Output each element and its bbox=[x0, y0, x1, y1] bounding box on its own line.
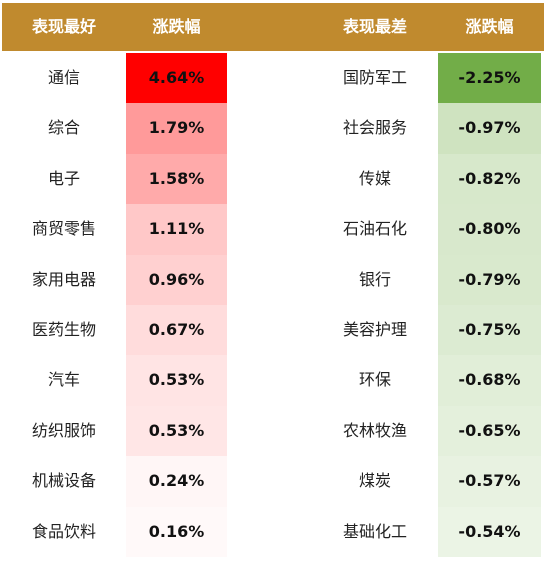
worst-industry-change: -0.54% bbox=[438, 506, 541, 557]
best-industry-change: 0.16% bbox=[126, 506, 227, 557]
best-industry-change: 4.64% bbox=[126, 53, 227, 104]
best-industry-change: 1.79% bbox=[126, 103, 227, 154]
worst-industry-change: -0.57% bbox=[438, 456, 541, 507]
best-industry-name: 医药生物 bbox=[31, 319, 96, 339]
table-row: 食品饮料 0.16% 基础化工 -0.54% bbox=[0, 506, 548, 557]
best-industry-name: 汽车 bbox=[47, 370, 80, 390]
best-industry-name: 机械设备 bbox=[31, 471, 96, 491]
best-industry-change: 1.58% bbox=[126, 153, 227, 205]
worst-industry-name: 美容护理 bbox=[342, 319, 407, 339]
best-change-header: 涨跌幅 bbox=[152, 17, 201, 36]
worst-industry-name: 国防军工 bbox=[342, 68, 407, 87]
table-row: 家用电器 0.96% 银行 -0.79% bbox=[0, 254, 548, 305]
table-body: 通信 4.64% 国防军工 -2.25% 综合 1.79% 社会服务 -0.97… bbox=[0, 53, 548, 557]
worst-industry-name: 农林牧渔 bbox=[342, 420, 407, 440]
best-industry-name: 食品饮料 bbox=[31, 521, 96, 541]
table-row: 纺织服饰 0.53% 农林牧渔 -0.65% bbox=[0, 405, 548, 457]
best-industry-change: 1.11% bbox=[126, 204, 227, 255]
best-industry-change: 0.53% bbox=[126, 355, 227, 406]
worst-industry-change: -0.82% bbox=[438, 153, 541, 205]
worst-industry-name: 环保 bbox=[358, 370, 391, 390]
best-label-header: 表现最好 bbox=[31, 17, 96, 36]
table-header: 表现最好 涨跌幅 表现最差 涨跌幅 bbox=[2, 3, 544, 51]
worst-industry-change: -0.68% bbox=[438, 355, 541, 406]
worst-industry-name: 基础化工 bbox=[342, 521, 407, 541]
best-industry-name: 综合 bbox=[47, 118, 80, 138]
best-industry-name: 电子 bbox=[47, 168, 80, 188]
worst-label-header: 表现最差 bbox=[342, 17, 407, 36]
table-row: 综合 1.79% 社会服务 -0.97% bbox=[0, 103, 548, 154]
best-industry-change: 0.96% bbox=[126, 254, 227, 305]
worst-industry-name: 社会服务 bbox=[342, 118, 407, 138]
best-industry-change: 0.67% bbox=[126, 304, 227, 356]
worst-industry-name: 煤炭 bbox=[358, 471, 391, 491]
best-industry-change: 0.53% bbox=[126, 405, 227, 457]
worst-industry-change: -0.79% bbox=[438, 254, 541, 305]
worst-industry-change: -0.75% bbox=[438, 304, 541, 356]
best-industry-change: 0.24% bbox=[126, 456, 227, 507]
worst-industry-name: 银行 bbox=[358, 269, 391, 289]
table-row: 医药生物 0.67% 美容护理 -0.75% bbox=[0, 304, 548, 356]
best-industry-name: 家用电器 bbox=[31, 269, 96, 289]
worst-industry-change: -0.97% bbox=[438, 103, 541, 154]
best-industry-name: 纺织服饰 bbox=[31, 420, 96, 440]
table-row: 汽车 0.53% 环保 -0.68% bbox=[0, 355, 548, 406]
best-industry-name: 商贸零售 bbox=[31, 219, 96, 239]
table-row: 通信 4.64% 国防军工 -2.25% bbox=[0, 53, 548, 104]
best-industry-name: 通信 bbox=[47, 68, 80, 87]
worst-industry-change: -0.80% bbox=[438, 204, 541, 255]
worst-change-header: 涨跌幅 bbox=[465, 17, 514, 36]
worst-industry-change: -0.65% bbox=[438, 405, 541, 457]
worst-industry-name: 传媒 bbox=[358, 168, 391, 188]
table-row: 电子 1.58% 传媒 -0.82% bbox=[0, 153, 548, 205]
table-row: 商贸零售 1.11% 石油石化 -0.80% bbox=[0, 204, 548, 255]
worst-industry-change: -2.25% bbox=[438, 53, 541, 104]
worst-industry-name: 石油石化 bbox=[342, 219, 407, 239]
table-row: 机械设备 0.24% 煤炭 -0.57% bbox=[0, 456, 548, 507]
